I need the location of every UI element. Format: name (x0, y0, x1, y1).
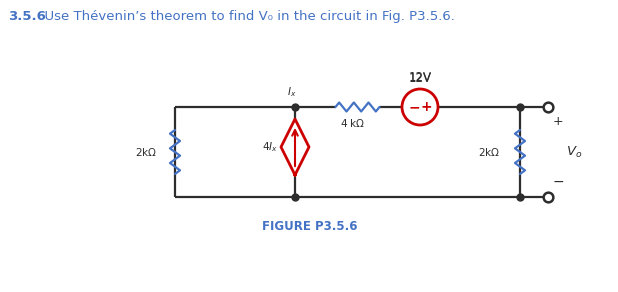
Polygon shape (281, 119, 309, 175)
Text: $4I_x$: $4I_x$ (262, 140, 278, 154)
Text: −: − (553, 175, 565, 189)
Text: 12V: 12V (408, 71, 431, 84)
Text: 3.5.6: 3.5.6 (8, 10, 46, 23)
Text: $I_x$: $I_x$ (287, 85, 297, 99)
Text: −: − (408, 100, 420, 114)
Circle shape (402, 89, 438, 125)
Text: FIGURE P3.5.6: FIGURE P3.5.6 (262, 220, 358, 233)
Text: +: + (553, 115, 564, 128)
Text: Use Thévenin’s theorem to find V₀ in the circuit in Fig. P3.5.6.: Use Thévenin’s theorem to find V₀ in the… (36, 10, 455, 23)
Text: $V_o$: $V_o$ (566, 145, 582, 159)
Text: 2k$\Omega$: 2k$\Omega$ (478, 146, 500, 158)
Text: 4 k$\Omega$: 4 k$\Omega$ (340, 117, 365, 129)
Text: 2k$\Omega$: 2k$\Omega$ (135, 146, 157, 158)
Text: 12V: 12V (408, 72, 431, 85)
Text: +: + (420, 100, 432, 114)
